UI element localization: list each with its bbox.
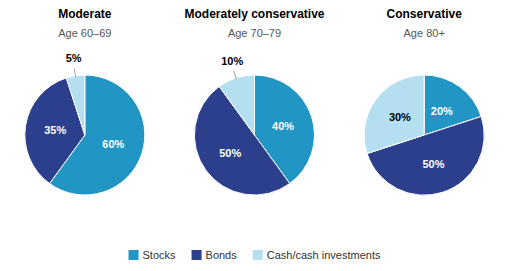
pie-subtitle: Age 80+	[404, 27, 445, 39]
legend-item: Cash/cash investments	[253, 249, 381, 261]
pie-panel: Moderate Age 60–69 60% 35% 5%	[25, 7, 145, 195]
pie-slice	[364, 75, 424, 154]
leader-line	[234, 71, 237, 79]
chart-root: Moderate Age 60–69 60% 35% 5% Moderately cons…	[0, 0, 509, 271]
legend-label: Stocks	[143, 249, 177, 261]
pie: 60% 35% 5%	[25, 52, 145, 195]
pie-subtitle: Age 70–79	[228, 27, 281, 39]
leader-line	[74, 69, 75, 77]
data-label: 40%	[272, 120, 294, 132]
data-label: 5%	[66, 52, 82, 64]
legend-swatch	[129, 250, 139, 260]
pie: 40% 50% 10%	[194, 55, 314, 196]
legend: Stocks Bonds Cash/cash investments	[129, 249, 381, 261]
pie-title: Moderate	[58, 7, 112, 21]
pie-slice	[66, 75, 85, 135]
legend-swatch	[192, 250, 202, 260]
pie-title: Moderately conservative	[184, 7, 324, 21]
data-label: 35%	[44, 124, 66, 136]
pie-subtitle: Age 60–69	[58, 27, 111, 39]
pie-slice	[219, 75, 254, 135]
data-label: 50%	[422, 158, 444, 170]
data-label: 10%	[221, 55, 243, 67]
legend-item: Stocks	[129, 249, 177, 261]
pie-panel: Moderately conservative Age 70–79 40% 50% 10…	[184, 7, 324, 195]
data-label: 50%	[219, 147, 241, 159]
pie: 20% 50% 30%	[364, 75, 484, 195]
pie-title: Conservative	[386, 7, 462, 21]
data-label: 60%	[102, 138, 124, 150]
legend-item: Bonds	[192, 249, 238, 261]
pie-panel: Conservative Age 80+ 20% 50% 30%	[364, 7, 484, 195]
legend-label: Bonds	[206, 249, 238, 261]
legend-label: Cash/cash investments	[267, 249, 381, 261]
data-label: 30%	[389, 111, 411, 123]
data-label: 20%	[431, 105, 453, 117]
legend-swatch	[253, 250, 263, 260]
